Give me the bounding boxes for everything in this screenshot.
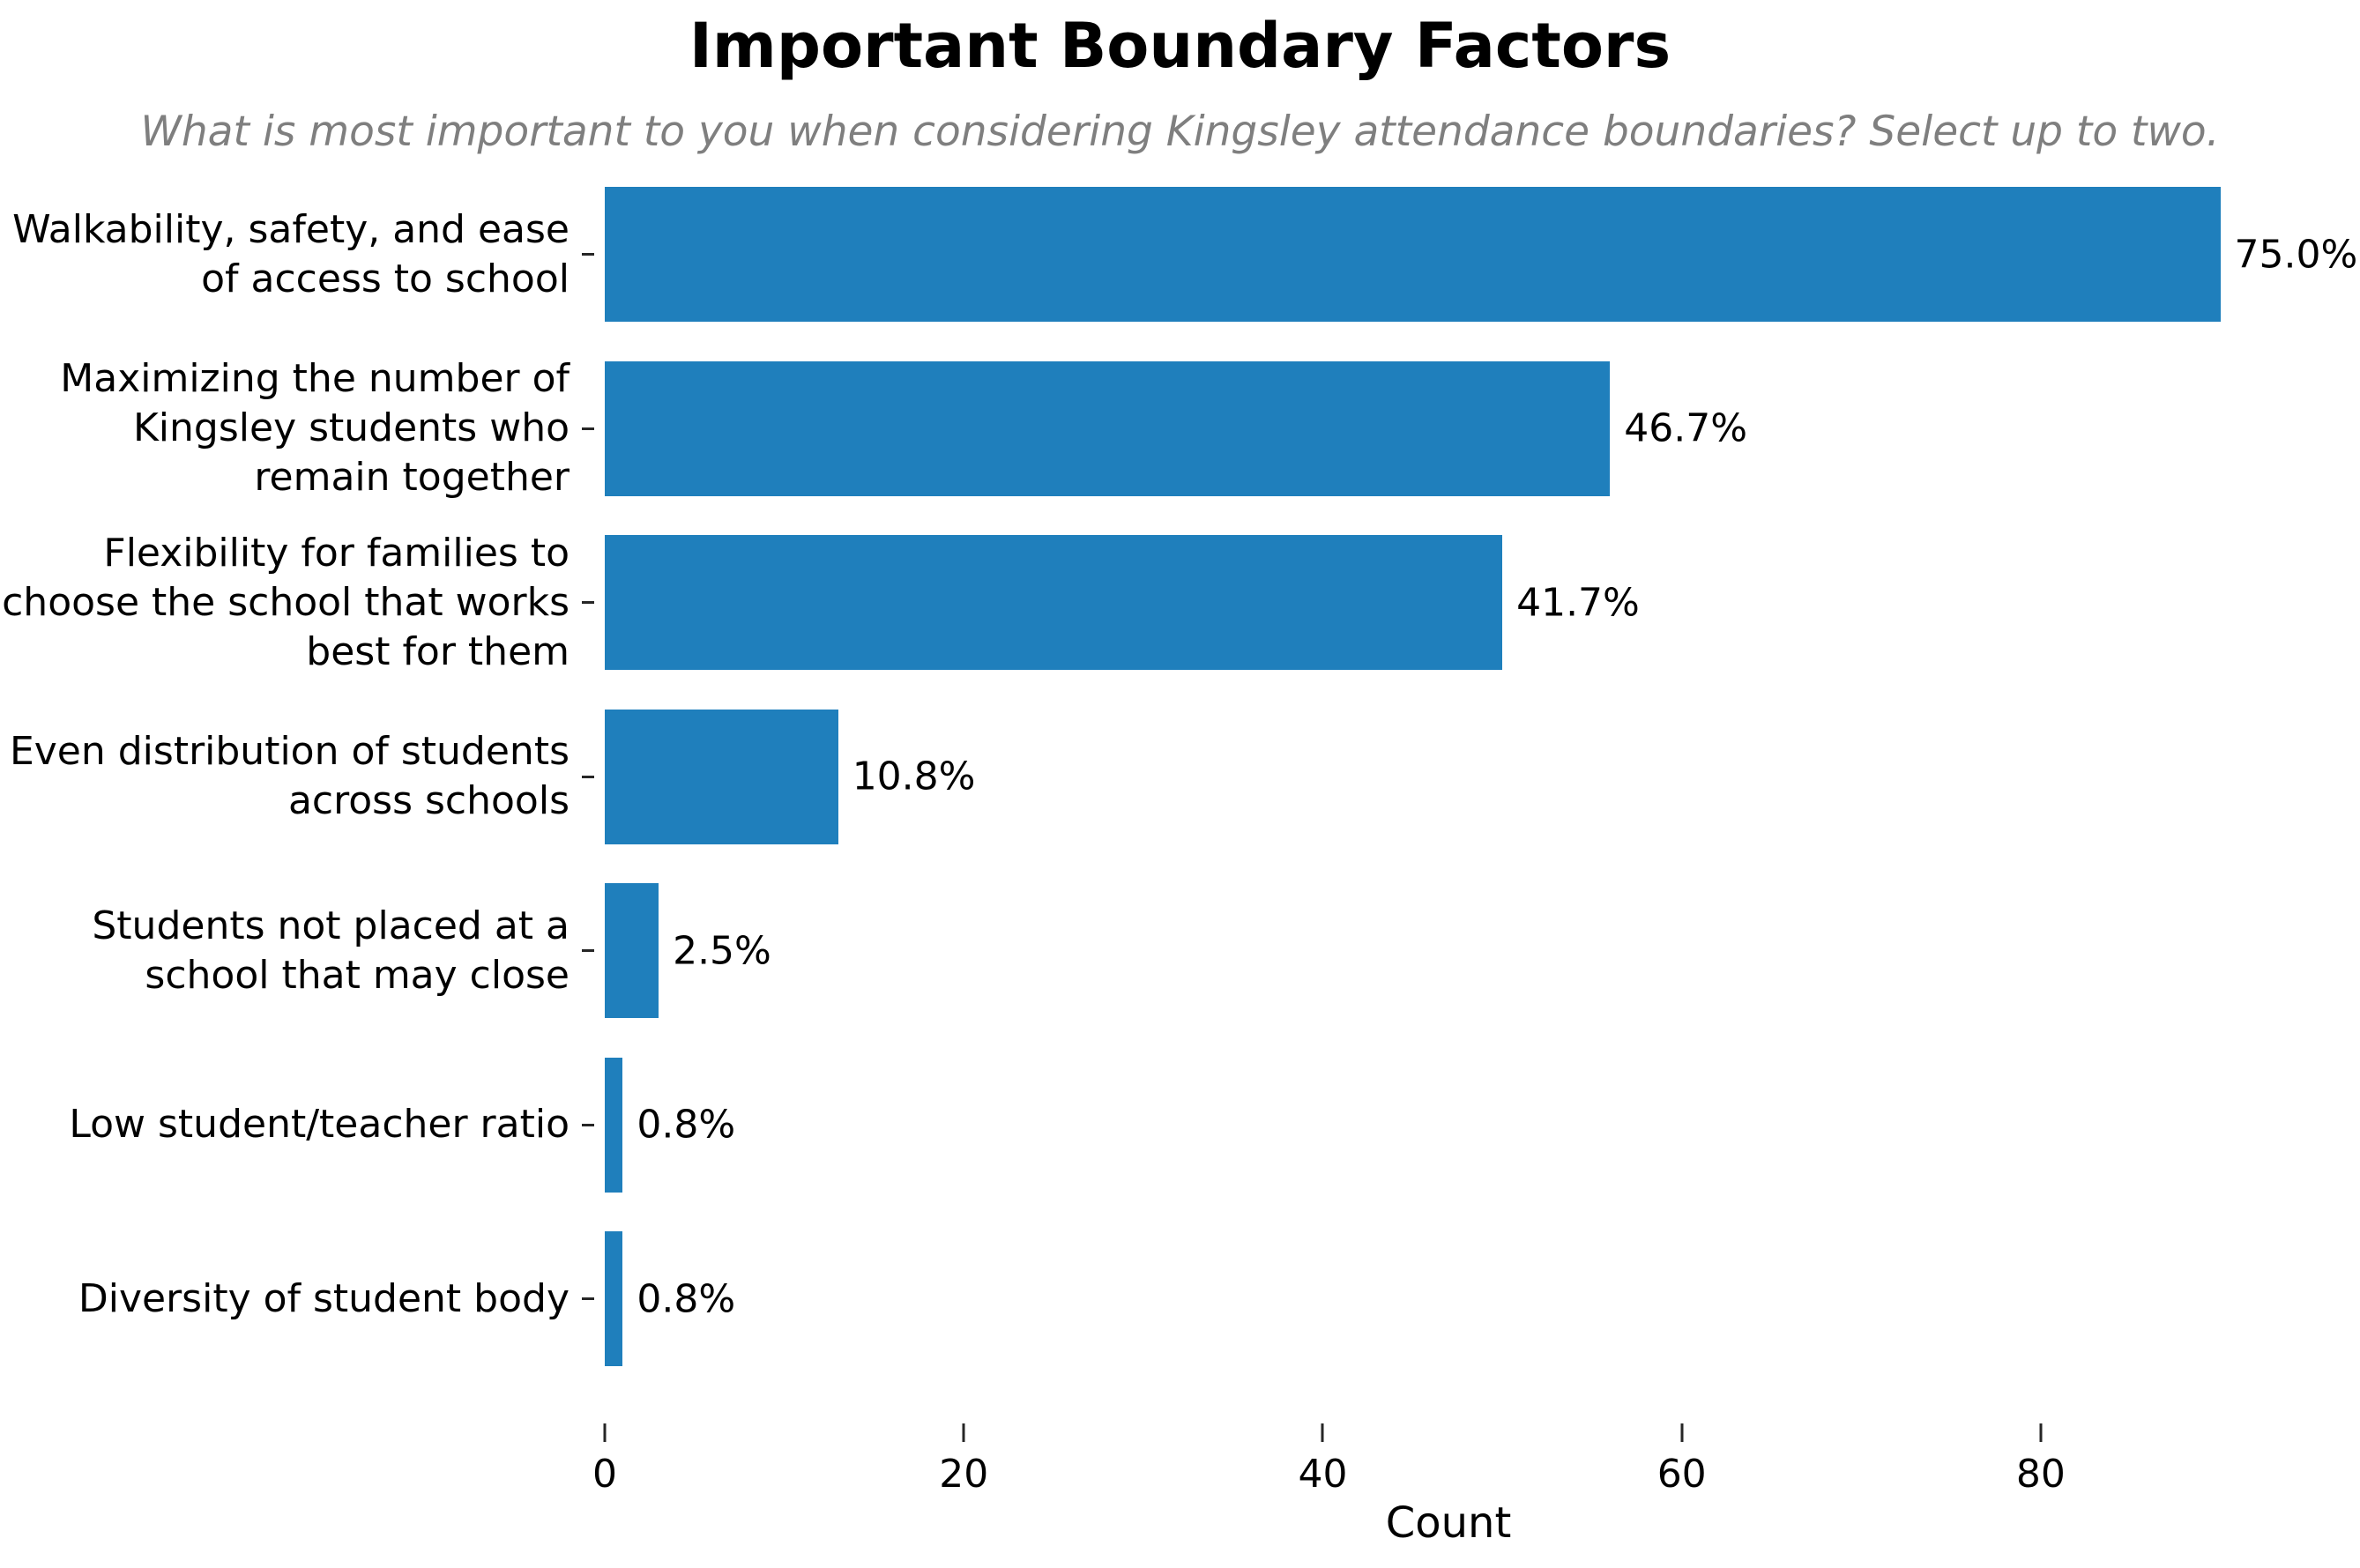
value-label: 46.7%: [1624, 405, 1748, 451]
category-label: Flexibility for families to choose the s…: [2, 530, 570, 674]
bar-track: 2.5%: [605, 864, 2292, 1038]
y-tick: [582, 253, 594, 256]
y-tick: [582, 775, 594, 778]
bar-track: 41.7%: [605, 516, 2292, 690]
bar-track: 0.8%: [605, 1212, 2292, 1386]
x-tick-label: 40: [1298, 1452, 1348, 1497]
bar-row: Even distribution of students across sch…: [0, 690, 2292, 865]
bar: [605, 1231, 623, 1367]
bar-row: Walkability, safety, and ease of access …: [0, 167, 2357, 342]
x-tick: [962, 1423, 965, 1442]
category-label: Low student/teacher ratio: [69, 1102, 570, 1148]
x-tick: [603, 1423, 607, 1442]
y-tick-zone: [582, 1297, 605, 1301]
value-label: 0.8%: [637, 1276, 736, 1322]
bar: [605, 187, 2221, 323]
value-label: 75.0%: [2234, 232, 2358, 278]
y-tick-zone: [582, 775, 605, 778]
y-tick-zone: [582, 601, 605, 605]
x-tick: [2039, 1423, 2043, 1442]
bar: [605, 535, 1503, 671]
category-label: Walkability, safety, and ease of access …: [12, 206, 570, 301]
y-tick-zone: [582, 427, 605, 430]
bar-row: Maximizing the number of Kingsley studen…: [0, 342, 2292, 516]
y-tick-zone: [582, 253, 605, 256]
x-tick-label: 0: [592, 1452, 617, 1497]
y-tick: [582, 949, 594, 953]
plot-area: Walkability, safety, and ease of access …: [0, 167, 2357, 1386]
category-label: Students not placed at a school that may…: [92, 903, 570, 998]
x-tick-label: 20: [939, 1452, 989, 1497]
x-tick-label: 60: [1656, 1452, 1707, 1497]
bar: [605, 360, 1611, 496]
y-tick: [582, 427, 594, 430]
y-tick: [582, 601, 594, 605]
chart-title: Important Boundary Factors: [689, 10, 1671, 82]
bar: [605, 1057, 623, 1193]
category-label: Maximizing the number of Kingsley studen…: [60, 356, 570, 501]
chart-subtitle: What is most important to you when consi…: [140, 108, 2220, 156]
bar-track: 75.0%: [605, 167, 2357, 342]
bar-track: 10.8%: [605, 690, 2292, 865]
bar-row: Low student/teacher ratio 0.8%: [0, 1038, 2292, 1213]
x-tick: [1321, 1423, 1324, 1442]
value-label: 41.7%: [1516, 580, 1640, 626]
category-label: Even distribution of students across sch…: [9, 729, 570, 824]
bar: [605, 883, 659, 1019]
bar-track: 46.7%: [605, 342, 2292, 516]
value-label: 2.5%: [673, 928, 771, 974]
value-label: 10.8%: [852, 754, 976, 799]
value-label: 0.8%: [637, 1102, 736, 1148]
bar: [605, 709, 838, 844]
bar-track: 0.8%: [605, 1038, 2292, 1213]
bar-row: Flexibility for families to choose the s…: [0, 516, 2292, 690]
x-tick: [1680, 1423, 1684, 1442]
category-label: Diversity of student body: [78, 1275, 570, 1321]
y-tick-zone: [582, 949, 605, 953]
y-tick: [582, 1123, 594, 1126]
x-tick-label: 80: [2015, 1452, 2066, 1497]
x-axis-title: Count: [1385, 1498, 1512, 1548]
y-tick: [582, 1297, 594, 1301]
y-tick-zone: [582, 1123, 605, 1126]
bar-row: Diversity of student body 0.8%: [0, 1212, 2292, 1386]
bar-row: Students not placed at a school that may…: [0, 864, 2292, 1038]
